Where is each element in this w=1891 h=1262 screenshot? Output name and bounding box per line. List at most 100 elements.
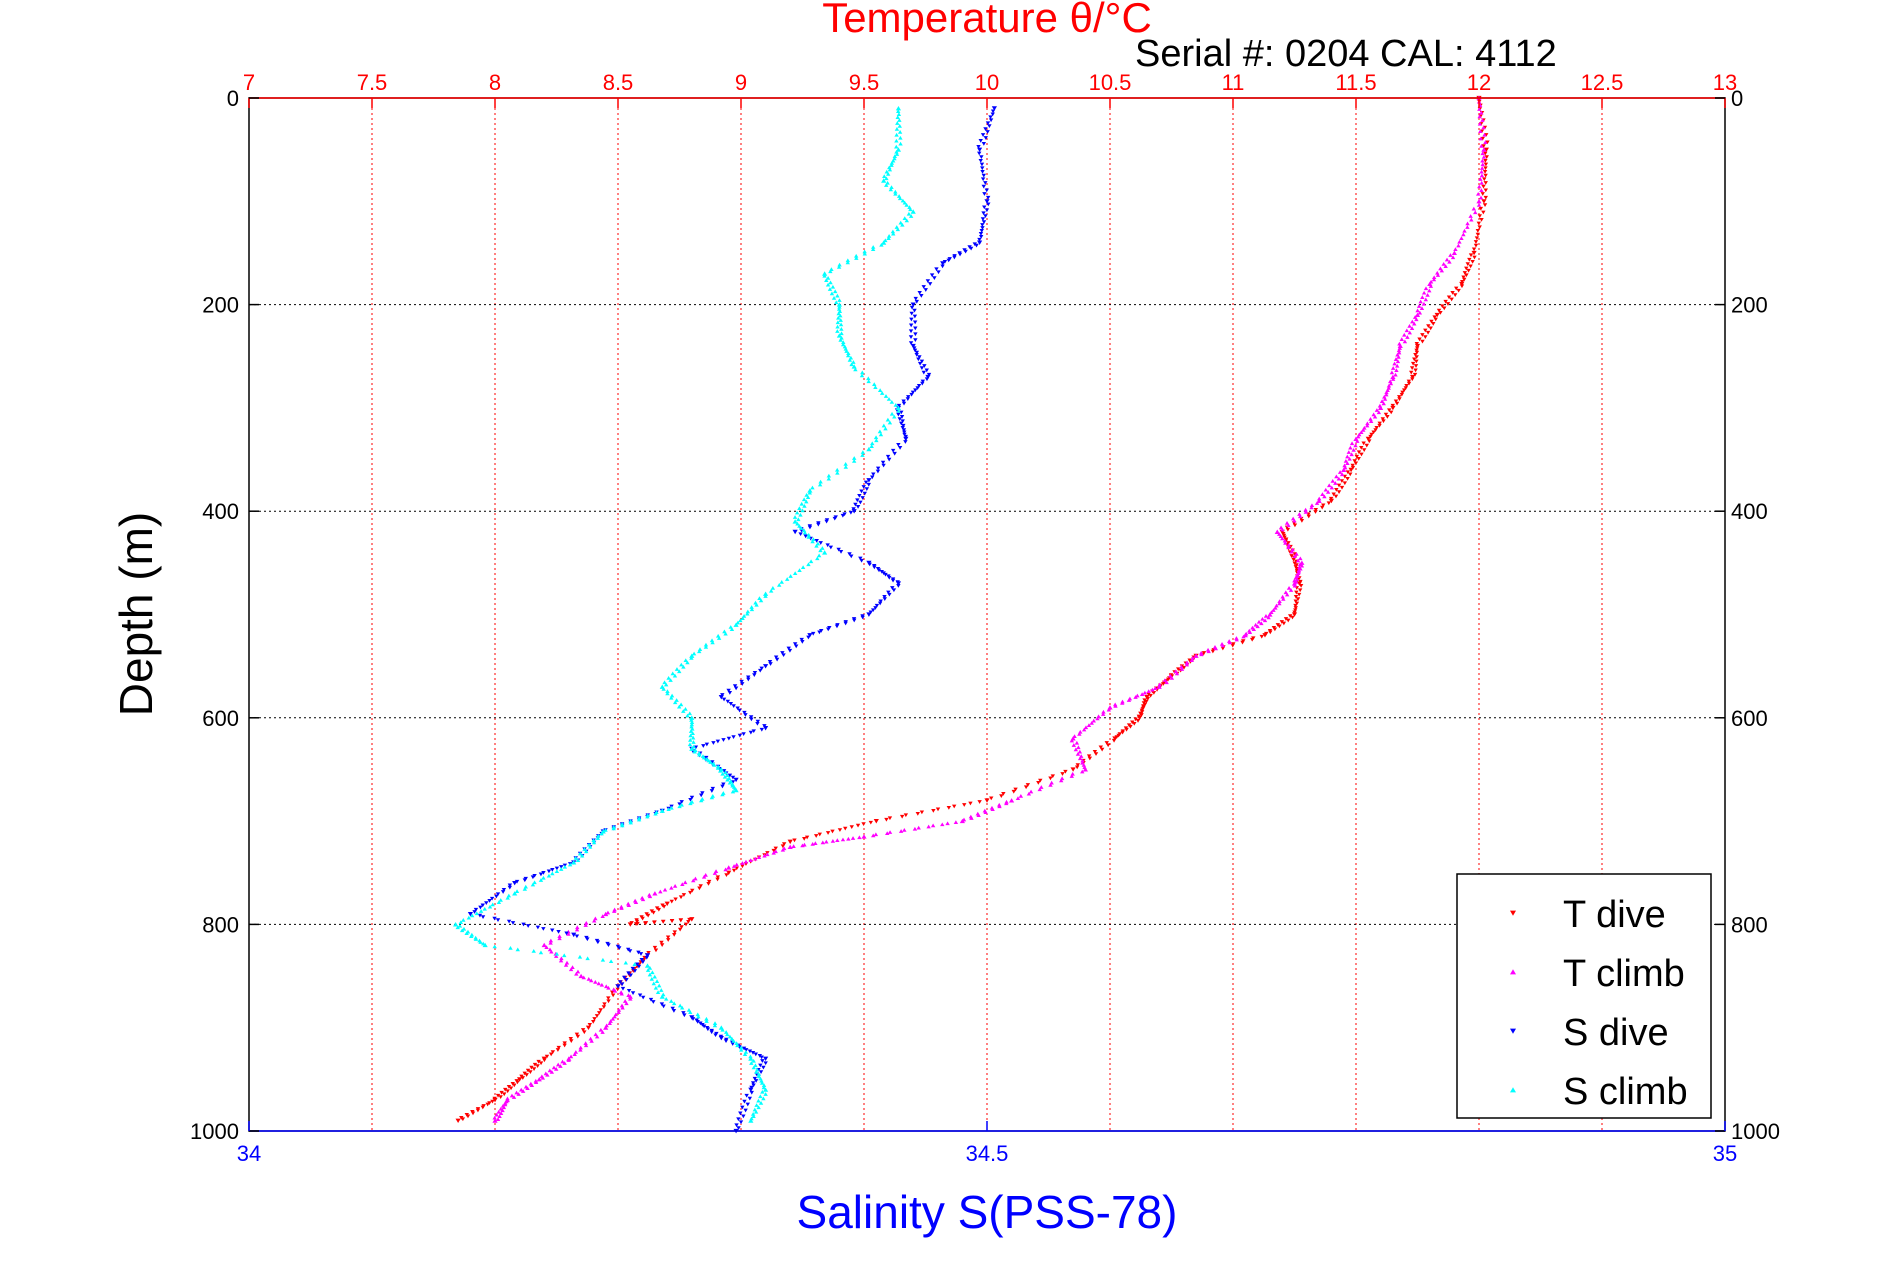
profile-marker-s-climb [745, 611, 750, 616]
profile-marker-t-dive [1483, 151, 1488, 156]
profile-marker-t-climb [1184, 660, 1190, 665]
profile-marker-s-climb [691, 740, 696, 744]
profile-marker-s-climb [651, 981, 656, 986]
profile-marker-t-dive [1410, 361, 1416, 366]
profile-marker-s-dive [721, 738, 726, 742]
data-point-t-climb [1414, 312, 1421, 318]
profile-marker-s-climb [538, 878, 544, 882]
profile-marker-s-climb [796, 517, 801, 522]
profile-marker-t-climb [498, 1111, 504, 1116]
profile-marker-t-climb [1280, 594, 1285, 599]
profile-marker-t-climb [516, 1092, 521, 1096]
profile-marker-t-dive [1132, 721, 1137, 726]
profile-marker-t-dive [1361, 448, 1367, 452]
profile-marker-t-climb [1384, 390, 1389, 395]
profile-marker-t-climb [575, 969, 581, 974]
profile-marker-t-climb [1396, 355, 1401, 359]
data-point-s-dive [910, 343, 916, 349]
profile-marker-t-dive [1403, 386, 1408, 390]
profile-marker-t-climb [1251, 627, 1257, 632]
profile-marker-t-dive [1139, 713, 1144, 717]
profile-marker-t-dive [1380, 417, 1386, 421]
profile-marker-t-climb [1189, 658, 1194, 663]
profile-marker-s-climb [685, 713, 690, 718]
profile-marker-s-climb [754, 1103, 759, 1107]
profile-marker-t-climb [533, 1078, 539, 1083]
profile-marker-s-dive [480, 915, 486, 920]
profile-marker-t-dive [1036, 780, 1041, 785]
profile-marker-t-dive [1483, 158, 1488, 163]
profile-marker-t-climb [496, 1109, 501, 1114]
profile-marker-t-climb [1389, 370, 1395, 375]
data-point-t-climb [536, 1077, 542, 1082]
profile-marker-s-dive [758, 1070, 764, 1074]
profile-marker-s-climb [697, 752, 702, 757]
profile-marker-s-climb [792, 515, 798, 519]
profile-marker-t-dive [683, 922, 689, 927]
profile-marker-t-climb [1404, 328, 1410, 333]
profile-marker-s-climb [904, 218, 910, 223]
profile-marker-t-dive [1292, 523, 1298, 528]
profile-marker-t-dive [508, 1086, 514, 1091]
profile-marker-s-climb [806, 535, 811, 539]
profile-marker-t-dive [830, 829, 835, 834]
profile-marker-s-dive [979, 229, 984, 233]
profile-marker-t-dive [1410, 377, 1415, 382]
profile-marker-t-climb [1277, 532, 1282, 536]
profile-marker-t-dive [781, 842, 787, 846]
profile-marker-s-dive [901, 423, 906, 428]
profile-marker-t-climb [1280, 527, 1285, 532]
profile-marker-s-climb [689, 720, 695, 724]
profile-marker-s-dive [986, 202, 991, 207]
profile-marker-t-climb [1402, 332, 1407, 337]
profile-marker-s-dive [900, 419, 905, 424]
profile-marker-t-dive [512, 1083, 517, 1088]
profile-marker-s-climb [753, 1063, 758, 1068]
profile-marker-t-dive [780, 844, 786, 849]
profile-marker-t-climb [1168, 673, 1173, 678]
profile-marker-t-dive [1105, 743, 1111, 748]
profile-marker-t-climb [1468, 214, 1473, 218]
profile-marker-s-climb [681, 709, 686, 713]
profile-marker-t-dive [1288, 614, 1293, 618]
data-point-t-climb [1397, 343, 1403, 348]
profile-marker-t-dive [1313, 510, 1318, 514]
data-point-t-dive [585, 1025, 592, 1031]
profile-marker-t-climb [1425, 293, 1430, 297]
data-point-t-dive [1070, 767, 1076, 772]
profile-marker-t-climb [600, 1030, 605, 1034]
profile-marker-t-dive [1414, 355, 1419, 359]
profile-marker-s-dive [875, 466, 881, 471]
profile-marker-t-climb [835, 838, 840, 843]
profile-marker-t-dive [536, 1059, 541, 1064]
profile-marker-s-dive [728, 702, 734, 706]
profile-marker-t-dive [1394, 401, 1400, 406]
profile-marker-s-dive [919, 366, 925, 371]
profile-marker-s-dive [896, 403, 902, 408]
profile-marker-t-climb [1162, 678, 1168, 682]
profile-marker-t-dive [773, 846, 778, 851]
profile-marker-t-dive [661, 919, 666, 924]
profile-marker-t-dive [1313, 507, 1319, 512]
profile-marker-s-dive [711, 741, 716, 745]
profile-marker-s-climb [704, 1016, 709, 1021]
profile-marker-t-dive [679, 925, 684, 929]
profile-marker-s-climb [688, 737, 693, 742]
profile-marker-s-dive [914, 353, 919, 357]
profile-marker-s-dive [924, 377, 930, 382]
profile-marker-s-climb [894, 144, 899, 149]
profile-marker-t-climb [1480, 118, 1485, 122]
profile-marker-s-climb [896, 112, 902, 116]
profile-marker-s-dive [746, 677, 751, 682]
profile-marker-s-climb [691, 651, 697, 656]
profile-marker-t-climb [1015, 796, 1021, 800]
profile-marker-s-dive [730, 775, 736, 780]
profile-marker-t-climb [885, 831, 890, 836]
profile-marker-s-dive [901, 399, 906, 404]
profile-marker-t-dive [1292, 610, 1297, 615]
data-point-t-dive [1459, 281, 1465, 287]
profile-marker-s-dive [886, 457, 892, 462]
profile-marker-t-dive [688, 890, 693, 895]
profile-marker-s-dive [974, 243, 979, 248]
profile-marker-s-dive [627, 949, 633, 953]
